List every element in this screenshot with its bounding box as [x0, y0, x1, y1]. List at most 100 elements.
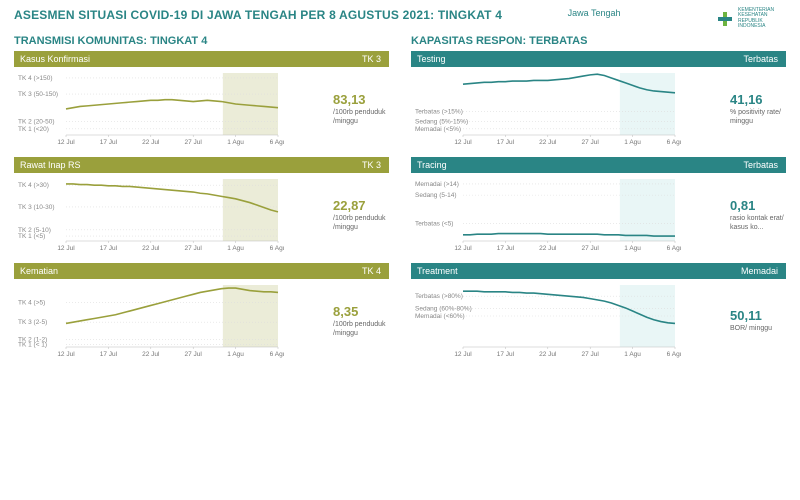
svg-text:17 Jul: 17 Jul: [100, 139, 118, 146]
svg-text:TK 1 (< 1): TK 1 (< 1): [18, 342, 47, 349]
unit-treatment: BOR/ minggu: [730, 325, 786, 333]
panel-head-kasus: Kasus Konfirmasi TK 3: [14, 51, 389, 67]
svg-text:Terbatas (<5): Terbatas (<5): [415, 221, 453, 228]
value-testing: 41,16: [730, 92, 786, 107]
svg-text:1 Agu: 1 Agu: [227, 351, 244, 358]
svg-text:22 Jul: 22 Jul: [142, 351, 160, 358]
panel-head-kematian: Kematian TK 4: [14, 263, 389, 279]
value-treatment: 50,11: [730, 308, 786, 323]
unit-rawat: /100rb penduduk /minggu: [333, 215, 389, 231]
panel-head-tracing: Tracing Terbatas: [411, 157, 786, 173]
svg-text:1 Agu: 1 Agu: [624, 245, 641, 252]
panel-kasus: Kasus Konfirmasi TK 3 TK 4 (>150) TK 3 (5…: [14, 51, 389, 151]
svg-text:TK 3 (10-30): TK 3 (10-30): [18, 204, 55, 211]
svg-text:12 Jul: 12 Jul: [57, 139, 75, 146]
panel-head-treatment: Treatment Memadai: [411, 263, 786, 279]
svg-text:22 Jul: 22 Jul: [142, 139, 160, 146]
panel-status-treatment: Memadai: [735, 263, 786, 279]
svg-text:Terbatas (>15%): Terbatas (>15%): [415, 108, 463, 115]
svg-text:12 Jul: 12 Jul: [454, 245, 472, 252]
value-tracing: 0,81: [730, 198, 786, 213]
svg-text:12 Jul: 12 Jul: [57, 245, 75, 252]
chart-testing: Terbatas (>15%)Sedang (5%-15%)Memadai (<…: [411, 69, 681, 151]
unit-kematian: /100rb penduduk /minggu: [333, 321, 389, 337]
panel-head-rawat: Rawat Inap RS TK 3: [14, 157, 389, 173]
value-box-kasus: 83,13 /100rb penduduk /minggu: [327, 67, 389, 151]
svg-text:1 Agu: 1 Agu: [227, 139, 244, 146]
svg-text:Sedang (60%-80%): Sedang (60%-80%): [415, 306, 472, 313]
panel-tracing: Tracing Terbatas Memadai (>14) Sedang (5-…: [411, 157, 786, 257]
panel-title-kasus: Kasus Konfirmasi: [14, 51, 356, 67]
chart-rawat: TK 4 (>30)TK 3 (10-30)TK 2 (5-10)TK 1 (<…: [14, 175, 284, 257]
svg-text:TK 4 (>150): TK 4 (>150): [18, 75, 53, 82]
svg-text:17 Jul: 17 Jul: [497, 139, 515, 146]
value-box-rawat: 22,87 /100rb penduduk /minggu: [327, 173, 389, 257]
value-box-tracing: 0,81 rasio kontak erat/ kasus ko...: [724, 173, 786, 257]
panel-title-kematian: Kematian: [14, 263, 356, 279]
chart-tracing: Memadai (>14)Sedang (5-14)Terbatas (<5) …: [411, 175, 681, 257]
svg-text:12 Jul: 12 Jul: [454, 351, 472, 358]
svg-text:17 Jul: 17 Jul: [497, 245, 515, 252]
svg-text:TK 3 (2-5): TK 3 (2-5): [18, 319, 47, 326]
value-box-treatment: 50,11 BOR/ minggu: [724, 279, 786, 363]
panel-status-testing: Terbatas: [737, 51, 786, 67]
panel-title-treatment: Treatment: [411, 263, 735, 279]
svg-text:Sedang (5%-15%): Sedang (5%-15%): [415, 118, 468, 125]
svg-text:17 Jul: 17 Jul: [100, 351, 118, 358]
svg-text:1 Agu: 1 Agu: [227, 245, 244, 252]
unit-tracing: rasio kontak erat/ kasus ko...: [730, 215, 786, 231]
svg-text:12 Jul: 12 Jul: [57, 351, 75, 358]
right-column: KAPASITAS RESPON: TERBATAS Testing Terba…: [411, 35, 786, 369]
panel-title-tracing: Tracing: [411, 157, 737, 173]
svg-text:22 Jul: 22 Jul: [539, 139, 557, 146]
svg-text:27 Jul: 27 Jul: [185, 351, 203, 358]
value-kasus: 83,13: [333, 92, 389, 107]
panel-treatment: Treatment Memadai Terbatas (>80%)Sedang …: [411, 263, 786, 363]
svg-text:1 Agu: 1 Agu: [624, 351, 641, 358]
left-column: TRANSMISI KOMUNITAS: TINGKAT 4 Kasus Kon…: [14, 35, 389, 369]
right-section-title: KAPASITAS RESPON: TERBATAS: [411, 35, 786, 47]
svg-text:6 Agu: 6 Agu: [667, 139, 681, 146]
panel-status-tracing: Terbatas: [737, 157, 786, 173]
value-box-testing: 41,16 % positivity rate/ minggu: [724, 67, 786, 151]
svg-text:TK 4 (>30): TK 4 (>30): [18, 182, 49, 189]
svg-text:Memadai (<60%): Memadai (<60%): [415, 313, 465, 320]
chart-kematian: TK 4 (>5)TK 3 (2-5)TK 2 (1-2)TK 1 (< 1) …: [14, 281, 284, 363]
logo-icon: [716, 10, 734, 28]
value-kematian: 8,35: [333, 304, 389, 319]
svg-text:6 Agu: 6 Agu: [270, 245, 284, 252]
svg-text:6 Agu: 6 Agu: [667, 245, 681, 252]
value-box-kematian: 8,35 /100rb penduduk /minggu: [327, 279, 389, 363]
svg-text:17 Jul: 17 Jul: [100, 245, 118, 252]
svg-text:Memadai (>14): Memadai (>14): [415, 181, 459, 188]
panel-rawat: Rawat Inap RS TK 3 TK 4 (>30) TK 3 (10-30…: [14, 157, 389, 257]
unit-kasus: /100rb penduduk /minggu: [333, 109, 389, 125]
svg-text:12 Jul: 12 Jul: [454, 139, 472, 146]
svg-text:22 Jul: 22 Jul: [539, 351, 557, 358]
svg-text:22 Jul: 22 Jul: [539, 245, 557, 252]
ministry-logo: KEMENTERIAN KESEHATAN REPUBLIK INDONESIA: [716, 8, 786, 29]
svg-text:27 Jul: 27 Jul: [582, 139, 600, 146]
panel-head-testing: Testing Terbatas: [411, 51, 786, 67]
left-section-title: TRANSMISI KOMUNITAS: TINGKAT 4: [14, 35, 389, 47]
svg-text:27 Jul: 27 Jul: [185, 245, 203, 252]
svg-text:1 Agu: 1 Agu: [624, 139, 641, 146]
panel-kematian: Kematian TK 4 TK 4 (>5)TK 3 (2-5)TK 2 (1…: [14, 263, 389, 363]
svg-text:TK 3 (50-150): TK 3 (50-150): [18, 91, 58, 98]
svg-text:27 Jul: 27 Jul: [582, 351, 600, 358]
svg-text:TK 1 (<20): TK 1 (<20): [18, 126, 49, 133]
svg-text:27 Jul: 27 Jul: [582, 245, 600, 252]
svg-text:27 Jul: 27 Jul: [185, 139, 203, 146]
panel-testing: Testing Terbatas Terbatas (>15%) Sedang (…: [411, 51, 786, 151]
panel-status-kematian: TK 4: [356, 263, 389, 279]
svg-text:6 Agu: 6 Agu: [270, 351, 284, 358]
svg-text:TK 2 (20-50): TK 2 (20-50): [18, 118, 55, 125]
svg-text:TK 1 (<5): TK 1 (<5): [18, 233, 45, 240]
main-title: ASESMEN SITUASI COVID-19 DI JAWA TENGAH …: [14, 8, 502, 22]
chart-kasus: TK 4 (>150) TK 3 (50-150) TK 2 (20-50)TK 1…: [14, 69, 284, 151]
svg-text:22 Jul: 22 Jul: [142, 245, 160, 252]
panel-title-testing: Testing: [411, 51, 737, 67]
panel-status-rawat: TK 3: [356, 157, 389, 173]
svg-text:Sedang (5-14): Sedang (5-14): [415, 192, 457, 199]
region-link[interactable]: Jawa Tengah: [568, 8, 621, 18]
